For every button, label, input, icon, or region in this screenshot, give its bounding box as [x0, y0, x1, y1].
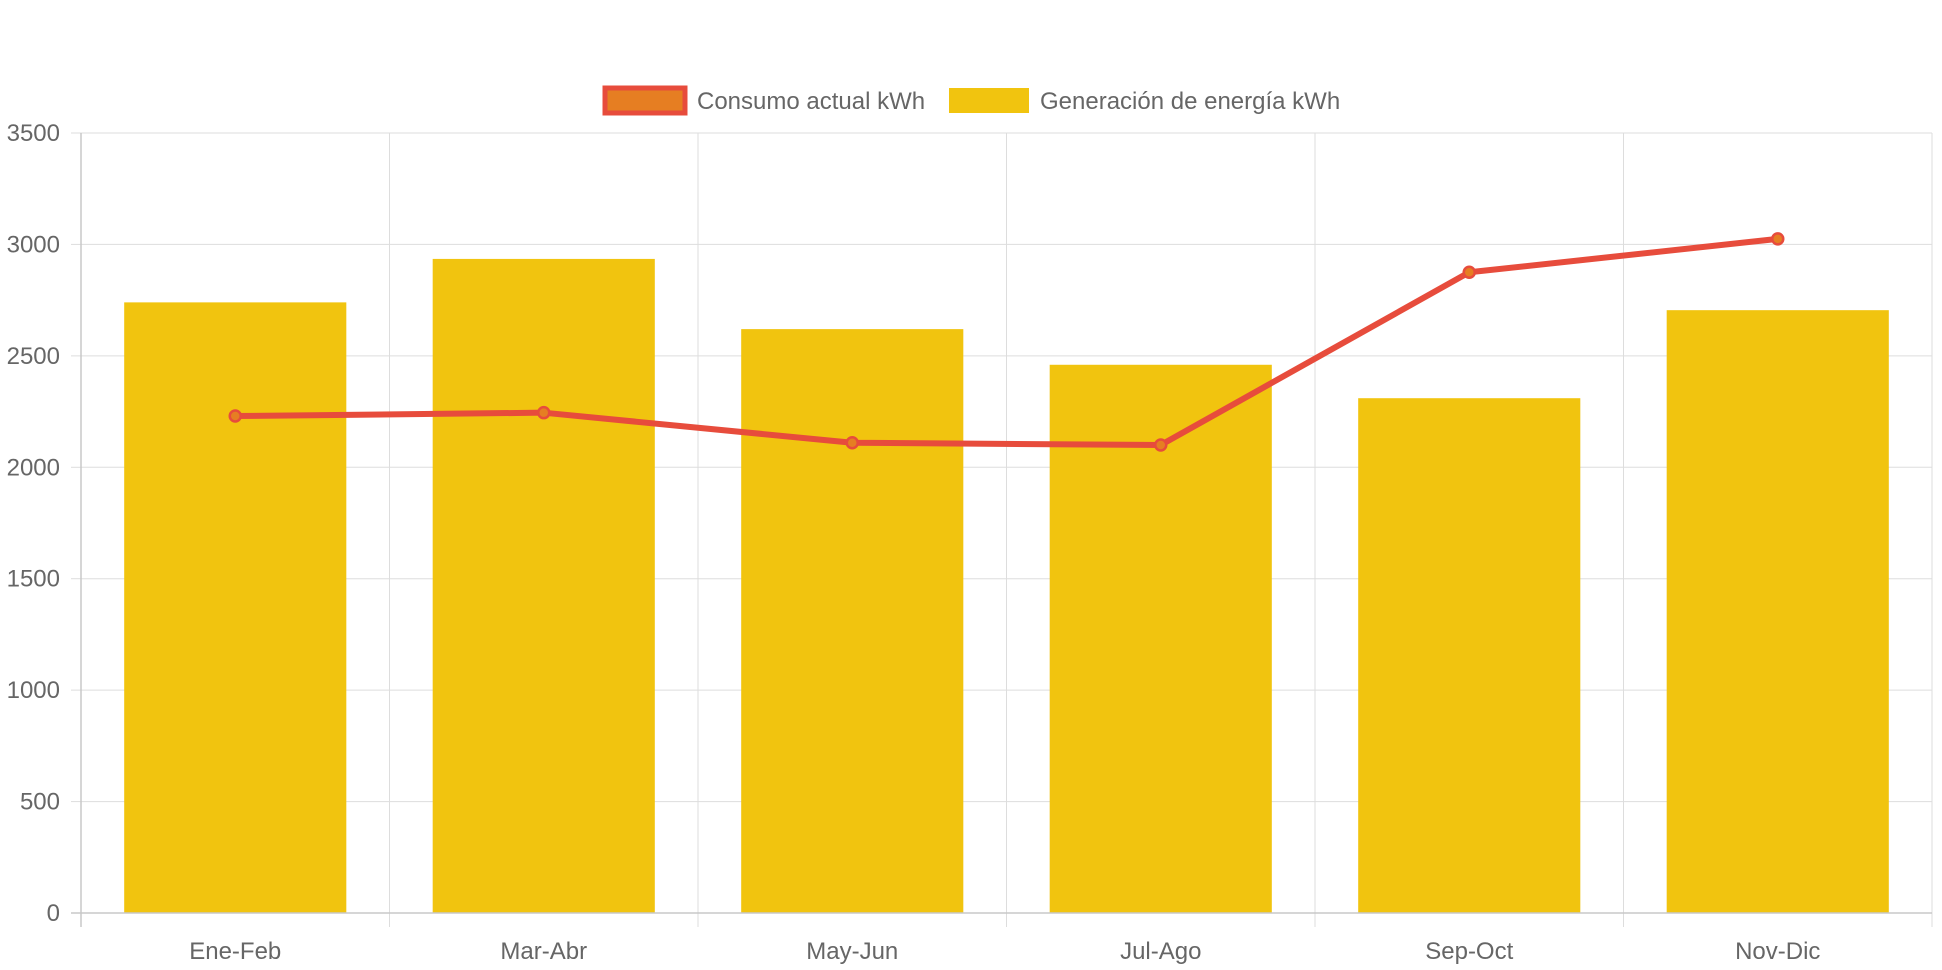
point-consumo[interactable]	[1771, 232, 1785, 246]
line-consumo	[235, 235, 1779, 448]
legend-swatch-consumo[interactable]	[602, 85, 688, 116]
legend-label-consumo[interactable]: Consumo actual kWh	[697, 88, 925, 115]
x-tick-label: Ene-Feb	[189, 938, 281, 965]
bar-generacion[interactable]	[124, 302, 347, 913]
legend-swatch-generacion[interactable]	[949, 88, 1029, 113]
y-tick-label: 0	[47, 900, 60, 927]
bar-series-generacion	[124, 258, 1889, 914]
legend-label-generacion[interactable]: Generación de energía kWh	[1040, 88, 1340, 115]
bar-generacion[interactable]	[432, 258, 655, 913]
bar-generacion[interactable]	[1358, 398, 1581, 913]
bar-generacion[interactable]	[741, 329, 964, 914]
x-tick-label: May-Jun	[806, 938, 898, 965]
legend: Consumo actual kWh Generación de energía…	[602, 85, 1340, 116]
bar-generacion[interactable]	[1049, 364, 1272, 913]
y-tick-label: 2000	[7, 454, 60, 481]
line-series-consumo	[228, 232, 1785, 452]
y-tick-label: 3500	[7, 120, 60, 147]
y-tick-label: 1000	[7, 677, 60, 704]
point-consumo[interactable]	[228, 409, 242, 423]
bar-generacion[interactable]	[1666, 310, 1889, 914]
point-consumo[interactable]	[1154, 438, 1168, 452]
point-consumo[interactable]	[1462, 265, 1476, 280]
x-tick-label: Nov-Dic	[1735, 938, 1820, 965]
x-tick-label: Jul-Ago	[1120, 938, 1201, 965]
point-consumo[interactable]	[845, 436, 859, 450]
x-tick-label: Sep-Oct	[1425, 938, 1513, 965]
axes: 0 500 1000 1500 2000 2500 3000 3500 Ene-Feb Mar-A…	[7, 120, 1932, 965]
x-tick-label: Mar-Abr	[500, 938, 587, 965]
y-tick-label: 2500	[7, 343, 60, 370]
point-consumo[interactable]	[537, 405, 551, 420]
y-tick-label: 3000	[7, 231, 60, 258]
y-tick-label: 1500	[7, 566, 60, 593]
y-tick-label: 500	[20, 789, 60, 816]
